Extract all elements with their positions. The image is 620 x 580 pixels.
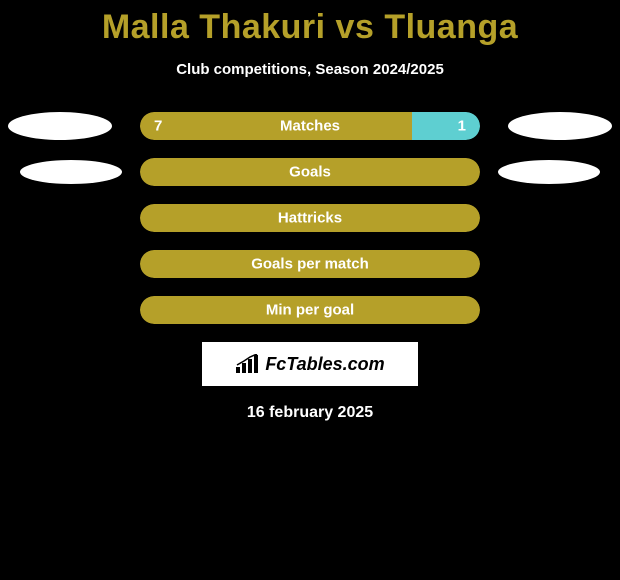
stat-value-right: 1 (458, 118, 466, 135)
stat-value-left: 7 (154, 118, 162, 135)
stat-label: Matches (280, 118, 340, 135)
stat-label: Goals per match (251, 256, 369, 273)
player-right-ellipse (508, 112, 612, 140)
stat-label: Goals (289, 164, 331, 181)
stats-rows: Matches 7 1 Goals Hattricks Goals per match Mi… (0, 112, 620, 324)
stat-row: Goals per match (0, 250, 620, 278)
stat-label: Hattricks (278, 210, 342, 227)
logo-chart-icon (235, 354, 261, 374)
player-left-ellipse (8, 112, 112, 140)
stat-bar: Hattricks (140, 204, 480, 232)
logo-container: FcTables.com (202, 342, 418, 386)
player-right-ellipse (498, 160, 600, 184)
stat-bar: Matches 7 1 (140, 112, 480, 140)
date-text: 16 february 2025 (0, 404, 620, 422)
player-left-ellipse (20, 160, 122, 184)
stat-label: Min per goal (266, 302, 354, 319)
stat-row: Min per goal (0, 296, 620, 324)
stat-bar: Goals (140, 158, 480, 186)
stat-row: Matches 7 1 (0, 112, 620, 140)
stat-bar: Goals per match (140, 250, 480, 278)
stat-bar: Min per goal (140, 296, 480, 324)
page-subtitle: Club competitions, Season 2024/2025 (0, 61, 620, 78)
logo-text: FcTables.com (265, 354, 384, 375)
page-title: Malla Thakuri vs Tluanga (0, 0, 620, 47)
bar-left-segment (140, 112, 412, 140)
bar-right-segment (412, 112, 480, 140)
stat-row: Hattricks (0, 204, 620, 232)
stat-row: Goals (0, 158, 620, 186)
